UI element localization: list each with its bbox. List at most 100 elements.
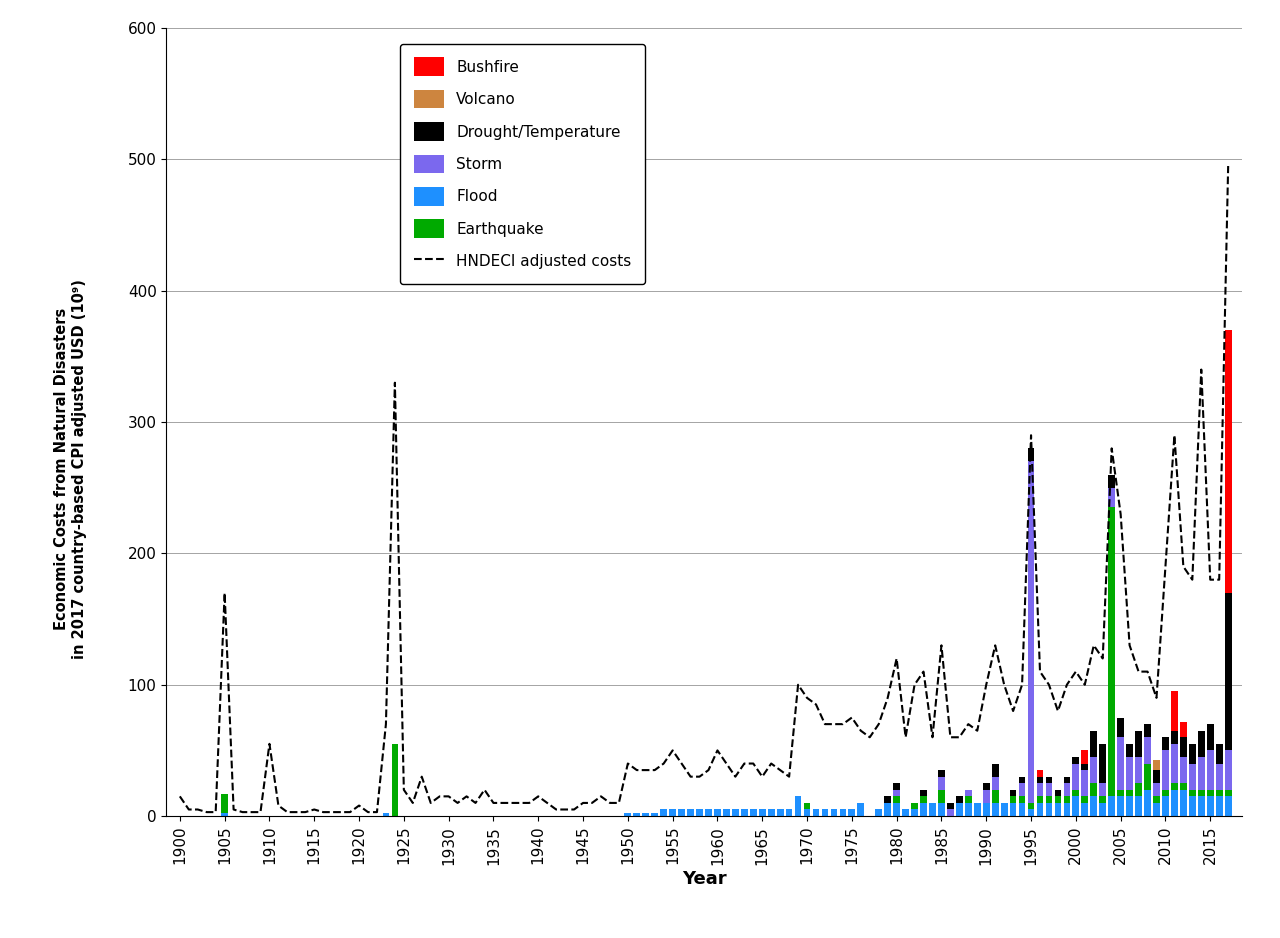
X-axis label: Year: Year — [682, 870, 726, 888]
Bar — [938, 777, 945, 790]
Bar — [1189, 764, 1196, 790]
Text: Economic Costs from Natural Disasters
in 2017 country-based CPI adjusted USD (10: Economic Costs from Natural Disasters in… — [54, 280, 87, 658]
Bar — [1216, 796, 1222, 816]
Bar — [1153, 803, 1160, 816]
Bar — [849, 809, 855, 816]
Bar — [1055, 790, 1061, 796]
Bar — [1189, 790, 1196, 796]
Bar — [992, 790, 998, 803]
Bar — [732, 809, 739, 816]
Bar — [1064, 777, 1070, 783]
Bar — [893, 790, 900, 796]
Bar — [911, 809, 918, 816]
Bar — [840, 809, 846, 816]
Bar — [1126, 757, 1133, 790]
Bar — [1117, 718, 1124, 737]
Bar — [392, 744, 398, 816]
Bar — [660, 809, 667, 816]
Bar — [1198, 796, 1204, 816]
Bar — [1135, 783, 1142, 796]
Bar — [1171, 731, 1178, 744]
Bar — [1108, 507, 1115, 796]
Bar — [1091, 731, 1097, 757]
Legend: Bushfire, Volcano, Drought/Temperature, Storm, Flood, Earthquake, HNDECI adjuste: Bushfire, Volcano, Drought/Temperature, … — [399, 44, 645, 284]
Bar — [1207, 790, 1213, 796]
Bar — [1135, 757, 1142, 783]
Bar — [1198, 731, 1204, 757]
Bar — [669, 809, 676, 816]
Bar — [625, 813, 631, 816]
Bar — [723, 809, 730, 816]
Bar — [1019, 796, 1025, 803]
Bar — [705, 809, 712, 816]
Bar — [1108, 796, 1115, 816]
Bar — [938, 803, 945, 816]
Bar — [965, 790, 972, 796]
Bar — [1091, 757, 1097, 783]
Bar — [1055, 796, 1061, 803]
Bar — [920, 790, 927, 796]
Bar — [795, 796, 801, 816]
Bar — [221, 813, 228, 816]
Bar — [1073, 757, 1079, 764]
Bar — [1180, 737, 1187, 757]
Bar — [983, 790, 989, 803]
Bar — [1091, 796, 1097, 816]
Bar — [1162, 750, 1169, 790]
Bar — [1064, 803, 1070, 816]
Bar — [1046, 777, 1052, 783]
Bar — [1126, 790, 1133, 796]
Bar — [1180, 721, 1187, 737]
Bar — [1189, 744, 1196, 764]
Bar — [1207, 796, 1213, 816]
Bar — [1073, 796, 1079, 816]
Bar — [1046, 803, 1052, 816]
Bar — [1028, 461, 1034, 803]
Bar — [643, 813, 649, 816]
Bar — [714, 809, 721, 816]
Bar — [1028, 448, 1034, 461]
Bar — [992, 803, 998, 816]
Bar — [221, 794, 228, 813]
Bar — [920, 796, 927, 803]
Bar — [956, 796, 963, 803]
Bar — [1144, 790, 1151, 816]
Bar — [1225, 796, 1231, 816]
Bar — [804, 809, 810, 816]
Bar — [1001, 803, 1007, 816]
Bar — [929, 803, 936, 816]
Bar — [1073, 790, 1079, 796]
Bar — [956, 803, 963, 816]
Bar — [983, 783, 989, 790]
Bar — [938, 770, 945, 777]
Bar — [741, 809, 748, 816]
Bar — [884, 796, 891, 803]
Bar — [1144, 737, 1151, 764]
Bar — [1225, 593, 1231, 750]
Bar — [1108, 488, 1115, 507]
Bar — [1171, 783, 1178, 790]
Bar — [1019, 777, 1025, 783]
Bar — [1100, 783, 1106, 796]
Bar — [983, 803, 989, 816]
Bar — [1082, 803, 1088, 816]
Bar — [1198, 757, 1204, 790]
Bar — [1055, 803, 1061, 816]
Bar — [1037, 803, 1043, 816]
Bar — [1162, 796, 1169, 816]
Bar — [1046, 796, 1052, 803]
Bar — [947, 803, 954, 809]
Bar — [1225, 330, 1231, 593]
Bar — [750, 809, 756, 816]
Bar — [1180, 783, 1187, 790]
Bar — [1153, 796, 1160, 803]
Bar — [1082, 796, 1088, 803]
Bar — [1117, 790, 1124, 796]
Bar — [1189, 796, 1196, 816]
Bar — [831, 809, 837, 816]
Bar — [884, 803, 891, 816]
Bar — [920, 803, 927, 816]
Bar — [383, 813, 389, 816]
Bar — [938, 790, 945, 803]
Bar — [1100, 803, 1106, 816]
